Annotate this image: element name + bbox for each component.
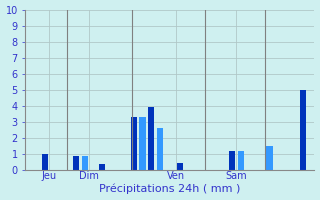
- Bar: [267, 146, 273, 170]
- Bar: [229, 151, 235, 170]
- Bar: [99, 164, 105, 170]
- Bar: [131, 117, 137, 170]
- Bar: [82, 156, 88, 170]
- Bar: [177, 163, 183, 170]
- Bar: [157, 128, 163, 170]
- Bar: [73, 156, 79, 170]
- Bar: [139, 117, 146, 170]
- Bar: [237, 151, 244, 170]
- Bar: [148, 107, 154, 170]
- Bar: [300, 90, 306, 170]
- Bar: [42, 154, 48, 170]
- X-axis label: Précipitations 24h ( mm ): Précipitations 24h ( mm ): [99, 184, 241, 194]
